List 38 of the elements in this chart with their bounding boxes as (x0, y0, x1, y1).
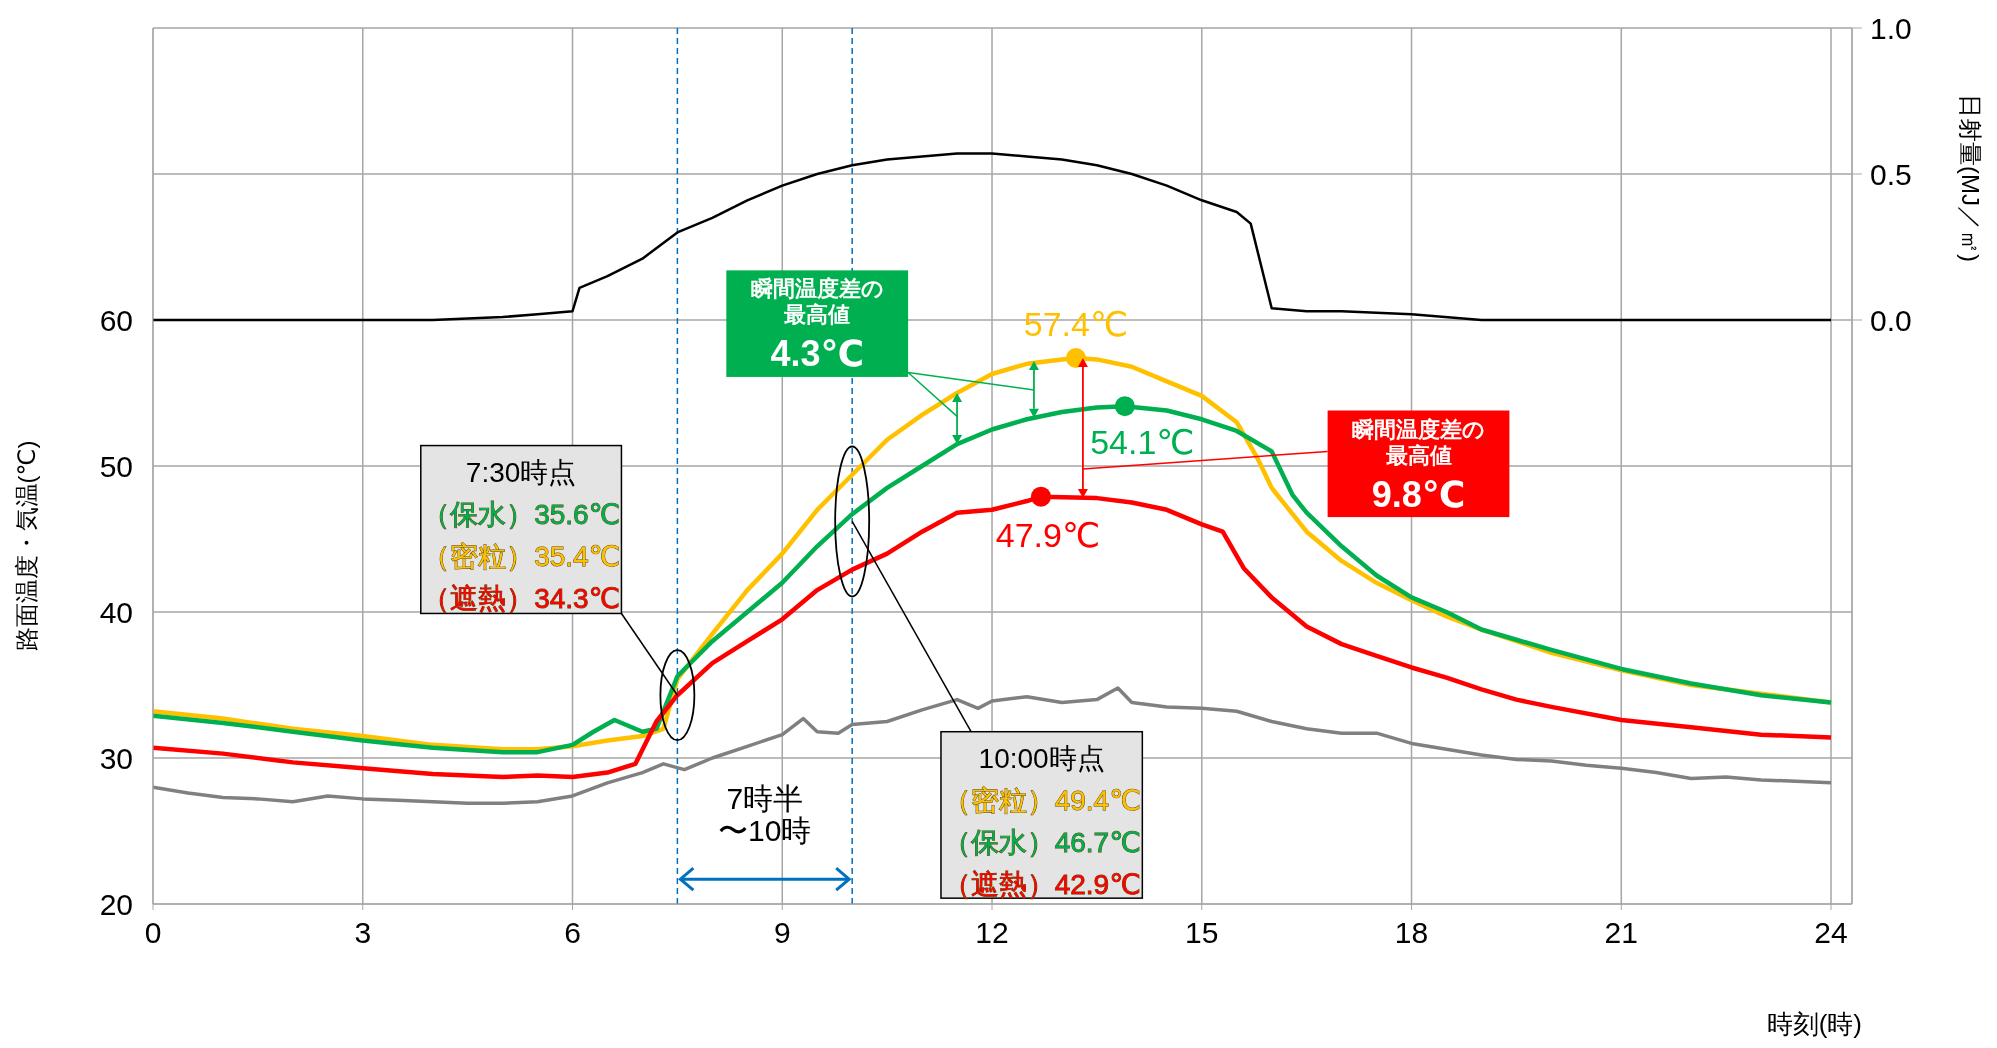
y-tick-label: 50 (99, 449, 133, 483)
y-tick-label: 60 (99, 303, 133, 337)
x-tick-label: 15 (1185, 916, 1219, 950)
point (1030, 486, 1051, 507)
annotation: 7時半〜10時 (717, 782, 813, 848)
annotation: （密粒）49.4℃ (942, 784, 1141, 816)
y-tick-label: 30 (99, 741, 133, 775)
y2-tick-label: 0.5 (1870, 157, 1912, 191)
annotation: （密粒）35.4℃ (422, 540, 621, 572)
y-axis-title: 路面温度・気温(℃) (13, 440, 40, 652)
x-axis-title: 時刻(時) (1766, 1009, 1862, 1039)
x-tick-label: 6 (564, 916, 581, 950)
annotation: （遮熱）42.9℃ (942, 868, 1141, 900)
y-tick-label: 20 (99, 887, 133, 921)
x-tick-label: 9 (773, 916, 791, 950)
x-tick-label: 24 (1814, 916, 1848, 950)
annotation: 54.1℃ (1090, 423, 1195, 462)
y-tick-label: 40 (99, 595, 133, 629)
x-tick-label: 12 (975, 916, 1009, 950)
x-tick-label: 21 (1604, 916, 1638, 950)
x-tick-label: 18 (1394, 916, 1429, 950)
y2-tick-label: 0.0 (1870, 303, 1912, 337)
annotation: 瞬間温度差の最高値 (749, 276, 885, 329)
x-tick-label: 0 (144, 916, 162, 950)
annotation: （保水）35.6℃ (422, 498, 621, 530)
annotation: 瞬間温度差の最高値 (1351, 416, 1486, 469)
annotation: 4.3℃ (770, 333, 865, 375)
y2-tick-label: 1.0 (1870, 11, 1912, 45)
annotation: 7:30時点 (465, 456, 577, 488)
point (1114, 396, 1135, 417)
annotation: 9.8℃ (1371, 473, 1466, 515)
x-tick-label: 3 (354, 916, 372, 950)
y2-axis-title: 日射量(MJ／㎡) (1957, 94, 1984, 262)
annotation: （保水）46.7℃ (942, 826, 1141, 858)
annotation: 47.9℃ (995, 515, 1101, 554)
annotation: 57.4℃ (1023, 304, 1129, 343)
annotation: （遮熱）34.3℃ (422, 582, 621, 614)
annotation: 10:00時点 (978, 742, 1105, 774)
